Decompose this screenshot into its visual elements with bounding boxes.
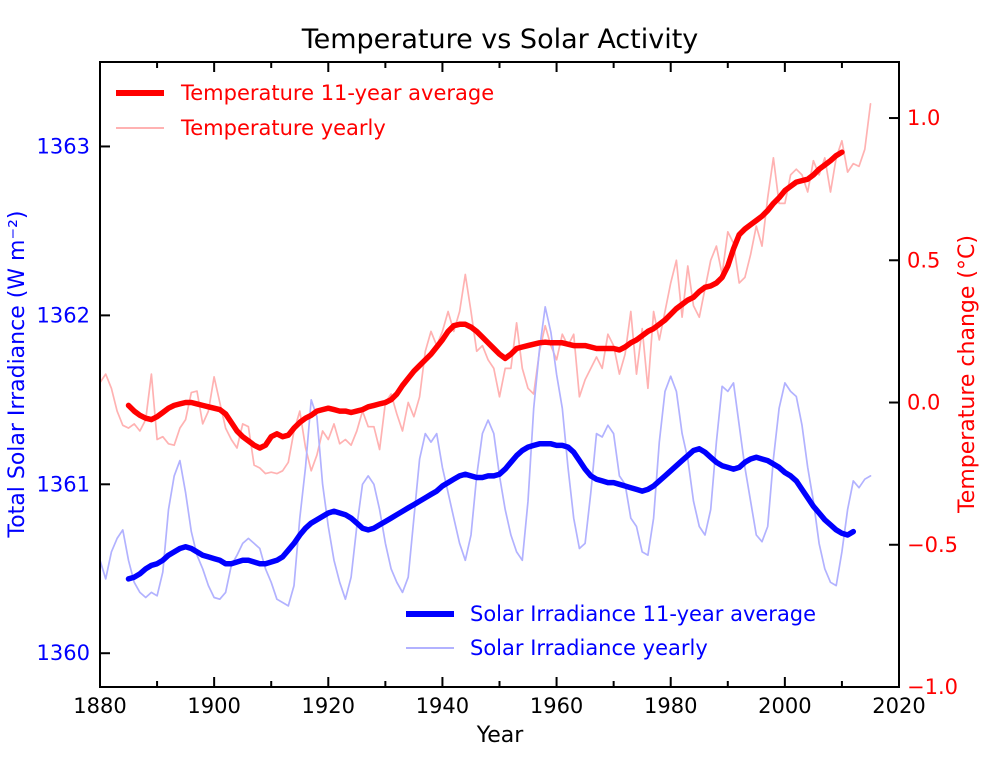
y-left-tick-label: 1361 <box>37 472 90 496</box>
series-temperature-11-year-average <box>125 149 845 451</box>
y-right-tick-label: 0.0 <box>907 391 940 415</box>
y-left-tick-label: 1360 <box>37 641 90 665</box>
series-lines <box>99 102 872 607</box>
y-left-axis-label: Total Solar Irradiance (W m⁻²) <box>5 210 30 538</box>
y-right-tick-label: −0.5 <box>907 533 958 557</box>
axis-tick-labels: 1880 1900 1920 1940 1960 1980 2000 2020 1360 1361… <box>37 106 958 718</box>
x-tick-label: 1900 <box>187 694 240 718</box>
y-right-axis-label: Temperature change (°C) <box>955 235 980 514</box>
legend-temperature-avg-label: Temperature 11-year average <box>180 81 494 105</box>
x-tick-label: 1940 <box>416 694 469 718</box>
series-solar-irradiance-11-year-average <box>125 441 857 582</box>
legend-temperature-yearly-label: Temperature yearly <box>180 116 386 140</box>
y-right-tick-label: 1.0 <box>907 106 940 130</box>
legend-solar-avg-label: Solar Irradiance 11-year average <box>470 602 816 626</box>
plot-frame <box>99 61 900 688</box>
x-tick-label: 2020 <box>872 694 925 718</box>
x-tick-label: 1960 <box>530 694 583 718</box>
y-left-tick-label: 1362 <box>37 303 90 327</box>
y-right-tick-label: 0.5 <box>907 248 940 272</box>
legend-temperature: Temperature 11-year average Temperature … <box>116 81 494 140</box>
x-axis-label: Year <box>476 723 525 748</box>
x-tick-label: 2000 <box>758 694 811 718</box>
legend-solar-yearly-label: Solar Irradiance yearly <box>470 636 708 660</box>
x-tick-label: 1920 <box>302 694 355 718</box>
series-solar-irradiance-yearly <box>99 306 872 607</box>
chart-title: Temperature vs Solar Activity <box>301 24 699 55</box>
x-tick-label: 1980 <box>644 694 697 718</box>
axis-ticks <box>99 62 900 688</box>
x-tick-label: 1880 <box>73 694 126 718</box>
series-temperature-yearly <box>99 102 872 475</box>
y-left-tick-label: 1363 <box>37 134 90 158</box>
legend-solar: Solar Irradiance 11-year average Solar I… <box>406 602 816 660</box>
y-right-tick-label: −1.0 <box>907 675 958 699</box>
